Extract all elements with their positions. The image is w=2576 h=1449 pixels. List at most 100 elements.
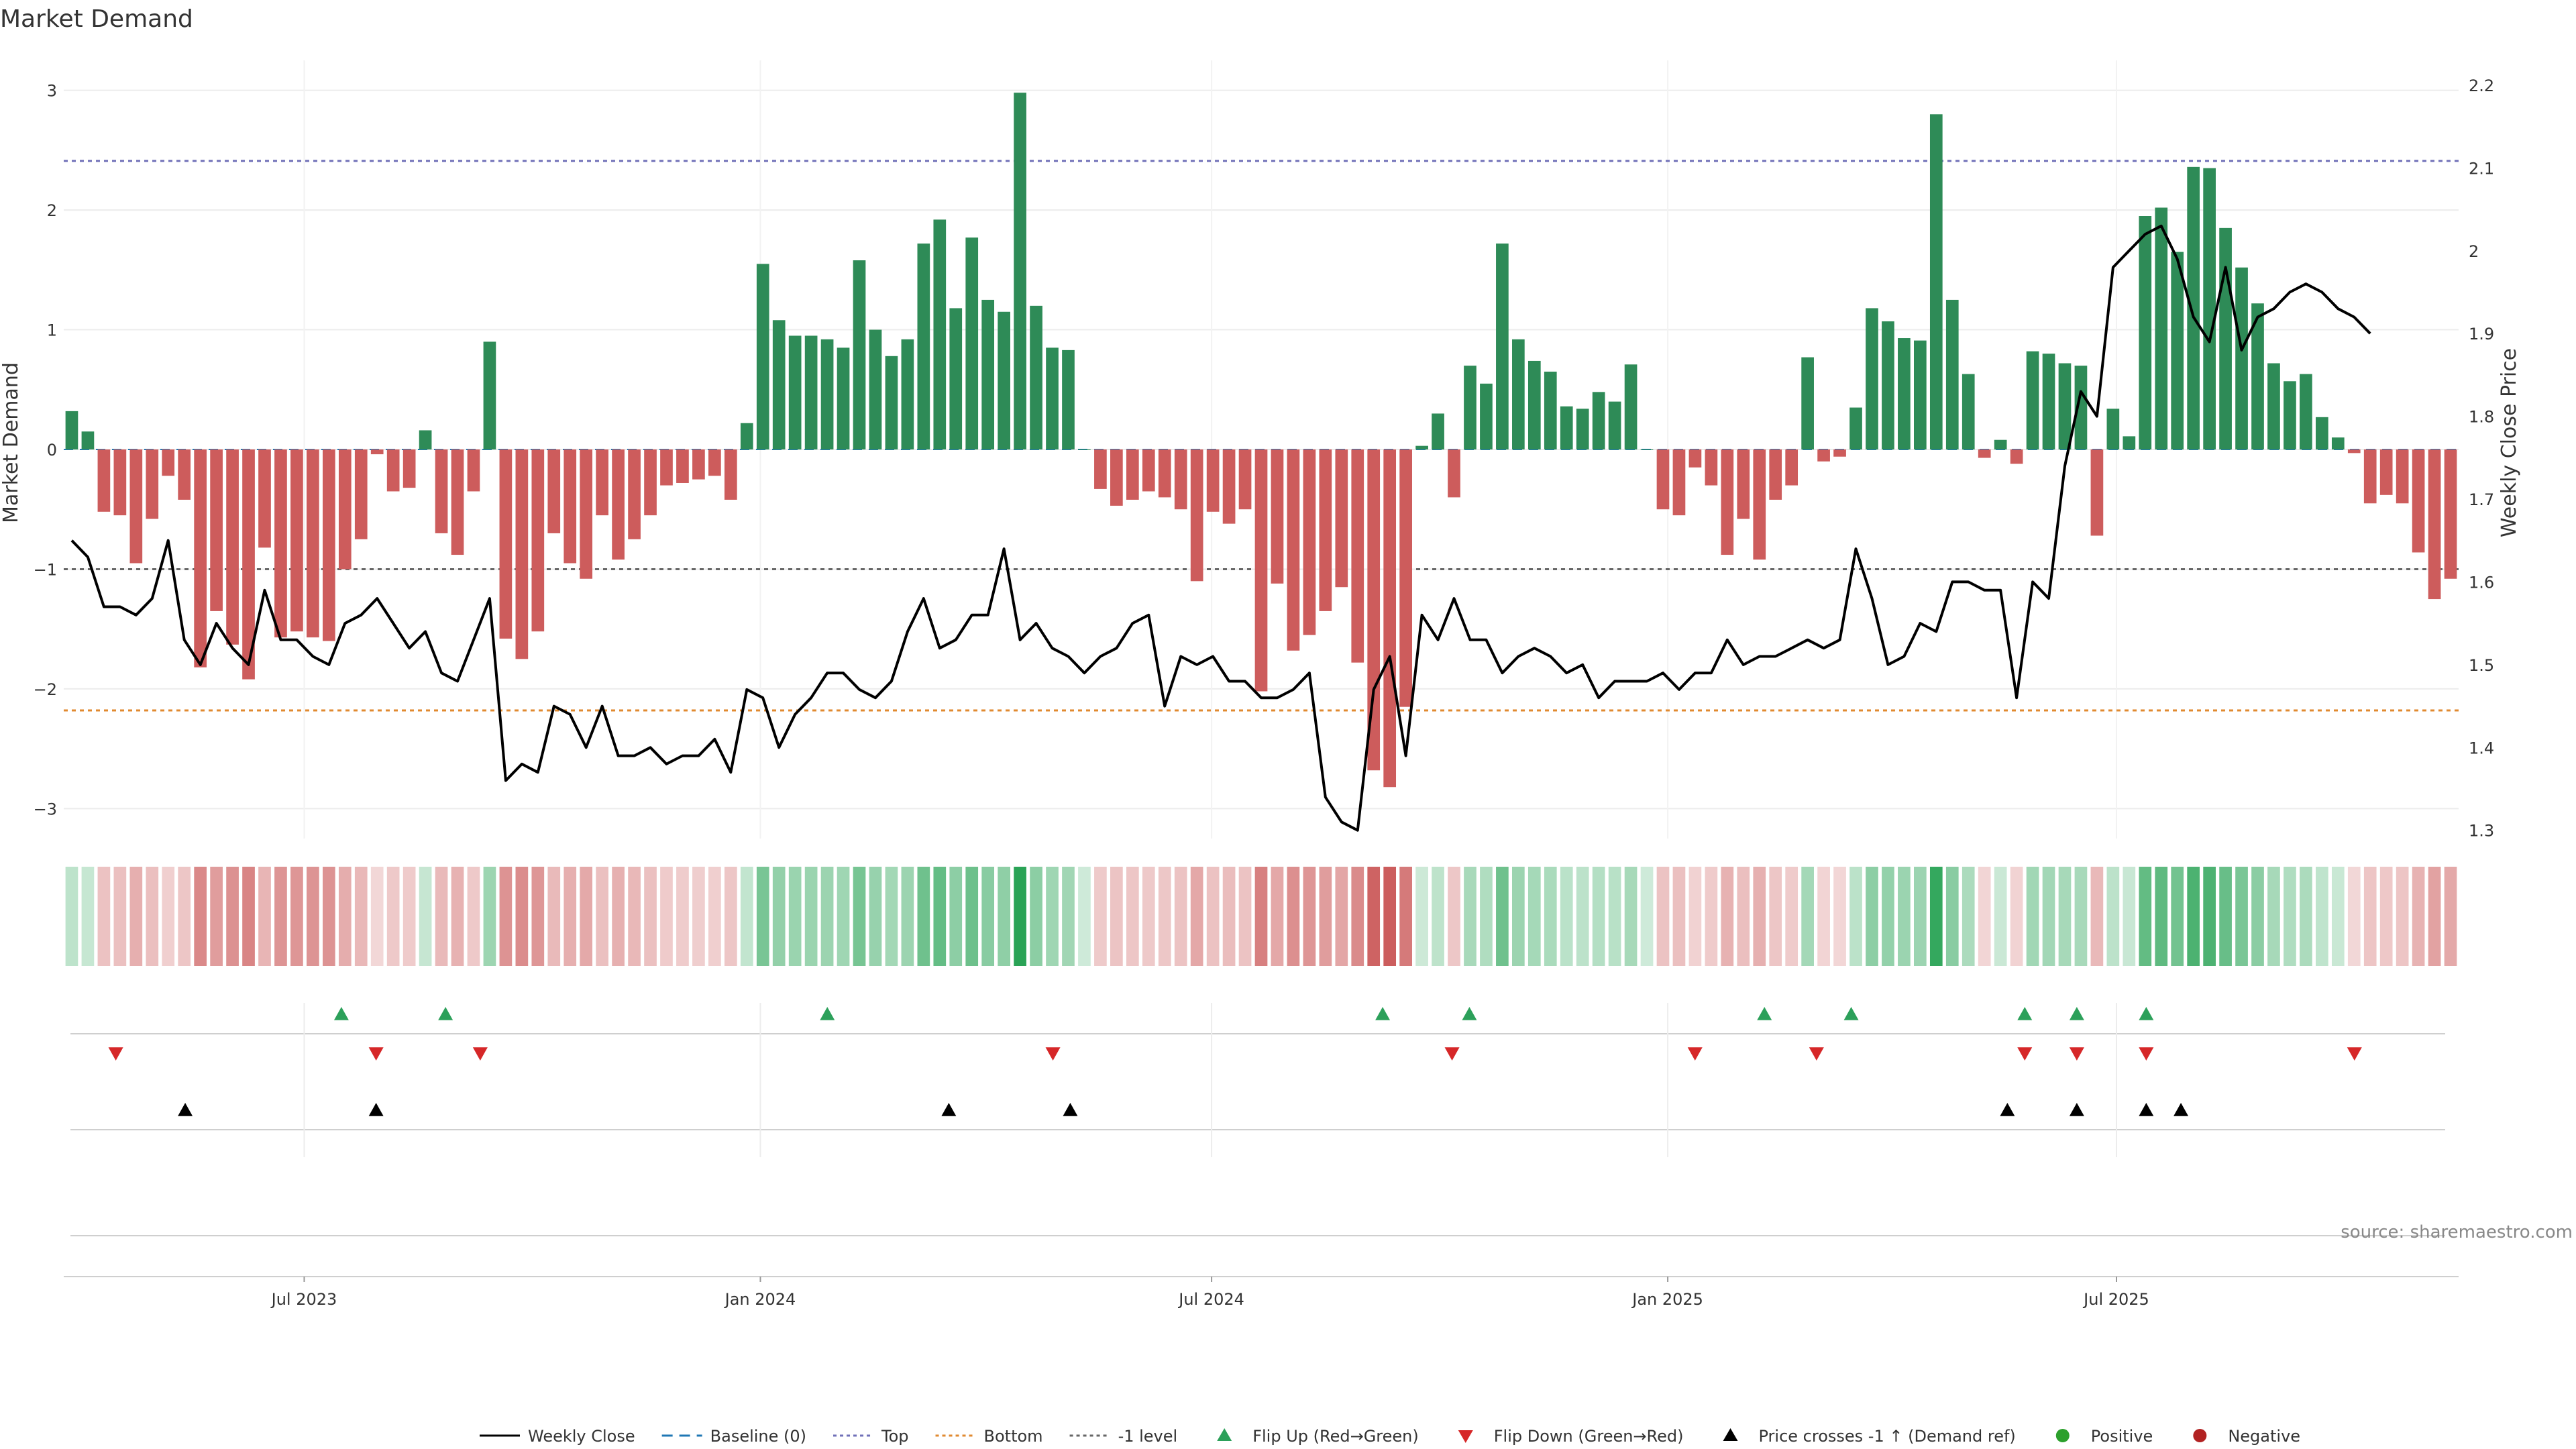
demand-bar — [322, 449, 335, 641]
demand-bar — [499, 449, 513, 639]
heat-cell — [451, 867, 464, 966]
weekly-close-series — [70, 224, 2371, 832]
heat-cell — [1271, 867, 1284, 966]
heat-cell — [1046, 867, 1059, 966]
demand-bar — [258, 449, 271, 548]
demand-bar — [1833, 449, 1846, 457]
demand-bar — [1464, 366, 1477, 449]
legend-swatch-positive — [2055, 1429, 2070, 1442]
heat-cell — [804, 867, 818, 966]
legend-label: Negative — [2228, 1427, 2300, 1446]
right-tick-label: 1.4 — [2469, 739, 2494, 757]
flip-up-marker — [1462, 1007, 1477, 1020]
demand-bar — [1303, 449, 1316, 635]
heat-cell — [1367, 867, 1381, 966]
heat-cell — [788, 867, 802, 966]
demand-bar — [2058, 363, 2072, 449]
heat-cell — [1640, 867, 1654, 966]
demand-bar — [2123, 436, 2136, 449]
demand-bar — [2412, 449, 2425, 553]
demand-bar — [901, 339, 914, 449]
demand-bar — [419, 430, 432, 449]
demand-bar — [547, 449, 561, 533]
heat-cell — [2074, 867, 2088, 966]
heat-cell — [2219, 867, 2232, 966]
demand-bar — [1592, 392, 1605, 449]
flip-down-marker — [2017, 1047, 2033, 1061]
x-tick-label: Jul 2023 — [270, 1290, 337, 1309]
flip-down-marker — [1809, 1047, 1824, 1061]
price-cross-marker — [941, 1103, 957, 1116]
demand-bar — [2379, 449, 2393, 495]
heat-cell — [370, 867, 384, 966]
legend-label: Weekly Close — [528, 1427, 635, 1446]
demand-bar — [1769, 449, 1782, 500]
demand-bar — [644, 449, 657, 516]
legend-label: Bottom — [984, 1427, 1043, 1446]
flip-down-marker — [1444, 1047, 1460, 1061]
demand-bar — [772, 320, 786, 449]
demand-bar — [837, 347, 850, 449]
demand-bar — [1994, 439, 2007, 449]
demand-bar — [2300, 374, 2312, 449]
heat-cell — [1898, 867, 1911, 966]
demand-bar — [435, 449, 448, 533]
heat-cell — [917, 867, 930, 966]
x-axis: Jul 2023 Jan 2024 Jul 2024 Jan 2025 Jul 2025 — [64, 1276, 2459, 1309]
demand-bar — [146, 449, 159, 519]
demand-bar — [1817, 449, 1830, 462]
heat-cell — [113, 867, 127, 966]
demand-bar — [2042, 354, 2055, 449]
heat-cell — [2363, 867, 2377, 966]
right-axis-label: Weekly Close Price — [2498, 348, 2521, 537]
heat-cell — [419, 867, 432, 966]
demand-bar — [2428, 449, 2441, 600]
demand-bar — [1319, 449, 1332, 611]
flip-down-marker — [2139, 1047, 2154, 1061]
price-cross-marker — [178, 1103, 193, 1116]
demand-bar — [129, 449, 143, 564]
heat-cell — [998, 867, 1010, 966]
heat-cell — [194, 867, 207, 966]
demand-bar — [242, 449, 255, 680]
heat-cell — [435, 867, 448, 966]
demand-bar — [1383, 449, 1397, 788]
heat-cell — [853, 867, 866, 966]
heat-cell — [1383, 867, 1397, 966]
heat-cell — [2315, 867, 2328, 966]
heat-cell — [820, 867, 834, 966]
demand-bar — [1222, 449, 1236, 524]
heat-cell — [2106, 867, 2120, 966]
right-tick-label: 1.7 — [2469, 490, 2494, 509]
flip-up-marker — [438, 1007, 453, 1020]
heat-cell — [1688, 867, 1702, 966]
price-cross-marker — [2139, 1103, 2154, 1116]
demand-bar — [1672, 449, 1686, 516]
demand-bar — [1142, 449, 1155, 492]
heat-cell — [2010, 867, 2023, 966]
demand-bar — [274, 449, 287, 638]
demand-bar — [1367, 449, 1381, 771]
heat-cell — [1448, 867, 1460, 966]
right-tick-label: 2.1 — [2469, 159, 2494, 178]
heat-cell — [467, 867, 480, 966]
demand-bar — [451, 449, 464, 555]
demand-bar — [1945, 299, 1959, 449]
demand-bar — [2267, 363, 2280, 449]
flip-up-marker — [1757, 1007, 1772, 1020]
price-cross-marker — [368, 1103, 384, 1116]
demand-bar — [483, 341, 496, 449]
left-tick-label: 3 — [47, 82, 57, 101]
left-tick-label: 2 — [47, 201, 57, 220]
demand-bar — [1785, 449, 1799, 486]
demand-bar — [1238, 449, 1252, 510]
demand-bar — [290, 449, 303, 632]
heat-cell — [2171, 867, 2184, 966]
heat-cell — [644, 867, 657, 966]
demand-bar — [628, 449, 641, 539]
demand-bar — [307, 449, 319, 638]
heat-cell — [338, 867, 352, 966]
demand-bar — [965, 237, 979, 449]
heat-cell — [290, 867, 303, 966]
left-tick-label: 1 — [47, 321, 57, 340]
